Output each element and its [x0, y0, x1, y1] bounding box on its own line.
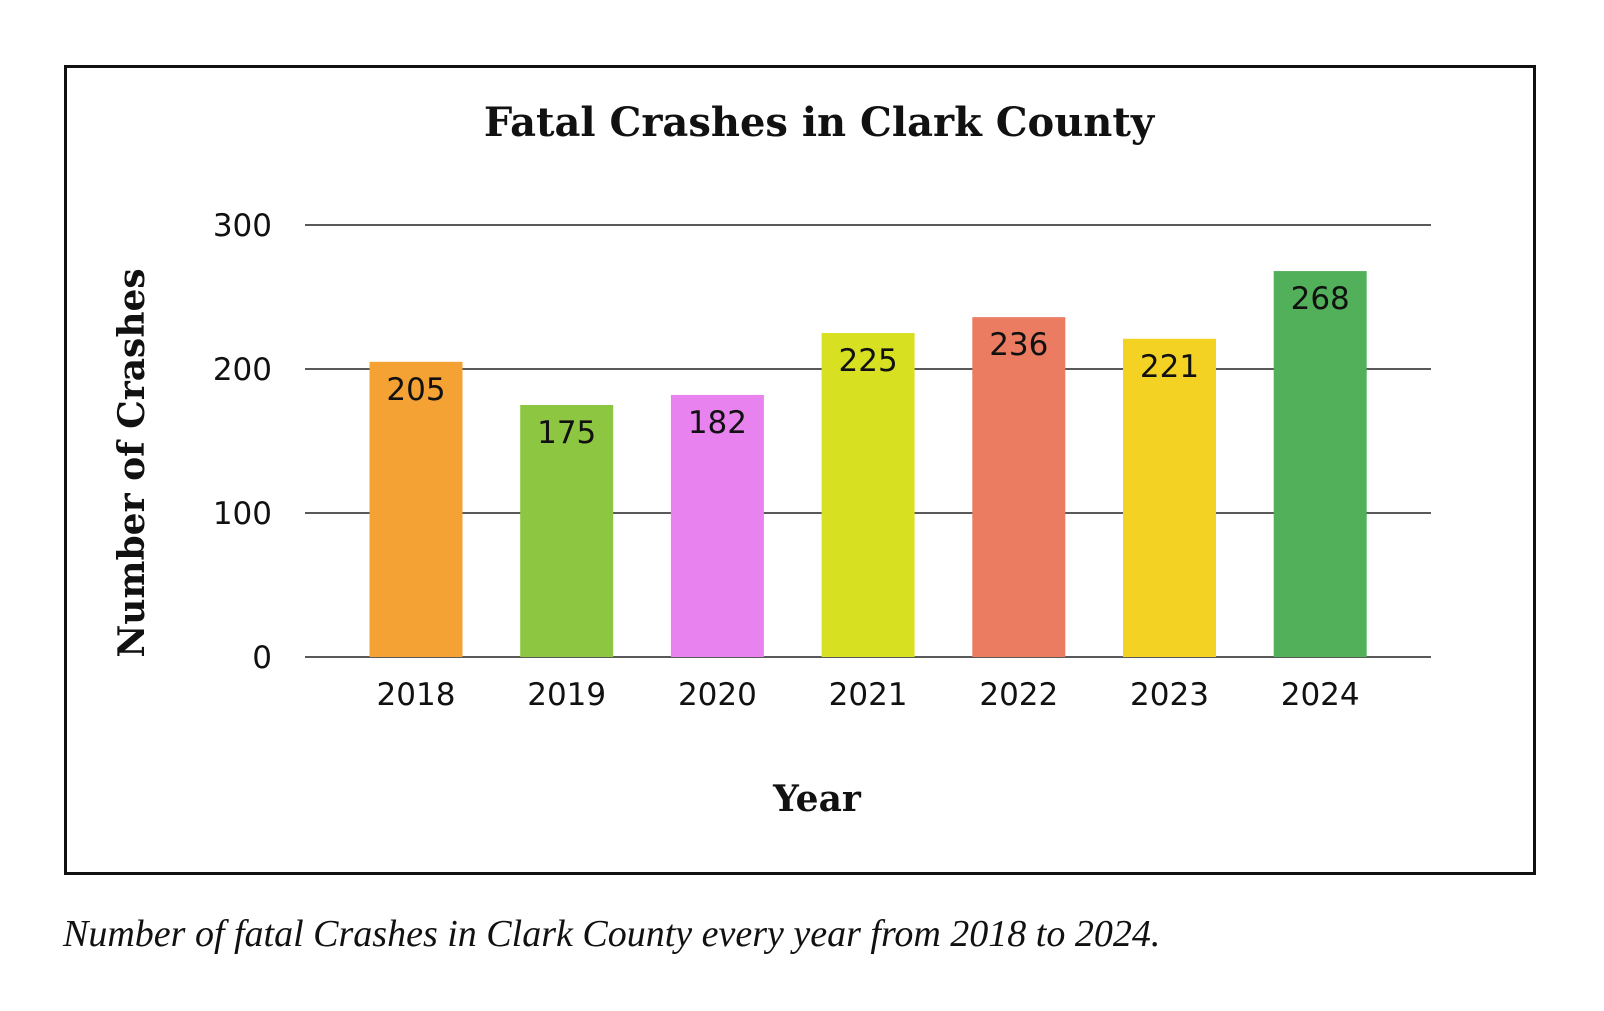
x-tick-label-2019: 2019: [527, 677, 606, 713]
bar-2021: [821, 333, 915, 657]
chart-title: Fatal Crashes in Clark County: [484, 99, 1156, 146]
y-tick-label: 200: [213, 352, 272, 388]
data-label-2022: 236: [989, 327, 1048, 363]
data-label-2019: 175: [537, 415, 596, 451]
bar-2022: [972, 317, 1066, 657]
data-label-2020: 182: [688, 405, 747, 441]
x-tick-label-2022: 2022: [979, 677, 1058, 713]
bar-2018: [369, 361, 463, 657]
data-label-2023: 221: [1140, 349, 1199, 385]
data-label-2018: 205: [386, 372, 445, 408]
data-labels: 205 175 182 225 236 221 268: [386, 281, 1349, 451]
data-label-2024: 268: [1291, 281, 1350, 317]
x-tick-label-2023: 2023: [1130, 677, 1209, 713]
bar-2023: [1123, 338, 1216, 657]
bar-2020: [670, 394, 764, 657]
y-axis-title: Number of Crashes: [111, 268, 153, 657]
x-tick-label-2020: 2020: [678, 677, 757, 713]
y-axis-ticks: 0 100 200 300: [213, 208, 272, 676]
y-tick-label: 300: [213, 208, 272, 244]
bars: [369, 271, 1367, 657]
x-tick-label-2024: 2024: [1281, 677, 1360, 713]
x-tick-label-2018: 2018: [377, 677, 456, 713]
y-tick-label: 100: [213, 496, 272, 532]
chart-frame: 205 175 182 225 236 221 268 0 100 200 300 2018 201…: [64, 65, 1536, 875]
x-axis-ticks: 2018 2019 2020 2021 2022 2023 2024: [377, 677, 1360, 713]
figure-caption: Number of fatal Crashes in Clark County …: [63, 913, 1161, 955]
bar-2019: [520, 405, 614, 657]
bar-2024: [1273, 271, 1367, 657]
y-tick-label: 0: [252, 640, 272, 676]
x-tick-label-2021: 2021: [829, 677, 908, 713]
x-axis-title: Year: [772, 778, 862, 820]
data-label-2021: 225: [839, 343, 898, 379]
